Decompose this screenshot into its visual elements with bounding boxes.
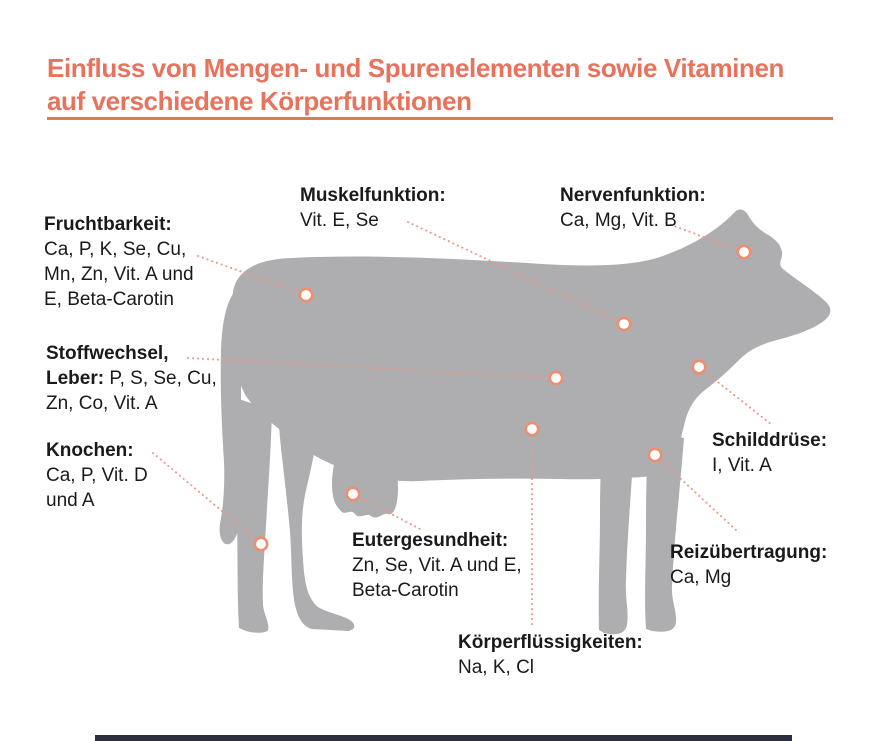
cow-silhouette: [219, 209, 831, 635]
label-fruchtbarkeit: Fruchtbarkeit: Ca, P, K, Se, Cu, Mn, Zn,…: [44, 212, 194, 312]
label-schilddruese: Schilddrüse: I, Vit. A: [712, 428, 827, 478]
marker-muskelfunktion: [616, 316, 632, 332]
connector-muskelfunktion: [407, 221, 625, 325]
cow-hindleg-rear: [234, 398, 272, 633]
cow-frontleg-rear: [598, 440, 634, 635]
page-title: Einfluss von Mengen- und Spurenelementen…: [47, 52, 784, 118]
label-knochen: Knochen: Ca, P, Vit. D und A: [46, 438, 148, 513]
label-eutergesundheit: Eutergesundheit: Zn, Se, Vit. A und E, B…: [352, 528, 522, 603]
marker-knochen: [253, 536, 269, 552]
marker-stoffwechsel: [548, 370, 564, 386]
connector-fruchtbarkeit: [197, 255, 307, 296]
label-nervenfunktion: Nervenfunktion: Ca, Mg, Vit. B: [560, 183, 706, 233]
label-title: Körperflüssigkeiten:: [458, 632, 643, 653]
label-line: Ca, P, K, Se, Cu,: [44, 239, 187, 260]
label-title: Stoffwechsel,: [46, 343, 169, 364]
connector-reizuebertragung: [654, 454, 738, 532]
label-line: Ca, Mg, Vit. B: [560, 210, 677, 231]
label-reizuebertragung: Reizübertragung: Ca, Mg: [670, 540, 827, 590]
label-muskelfunktion: Muskelfunktion: Vit. E, Se: [300, 183, 446, 233]
label-line: Vit. E, Se: [300, 210, 379, 231]
label-line: I, Vit. A: [712, 455, 772, 476]
label-line: P, S, Se, Cu,: [109, 368, 217, 389]
cow-frontleg-front: [645, 432, 684, 632]
connector-schilddruese: [698, 366, 773, 426]
label-line: Zn, Co, Vit. A: [46, 393, 158, 414]
label-title: Knochen:: [46, 440, 134, 461]
marker-koerperfluessigkeiten: [524, 421, 540, 437]
label-koerperfluessigkeiten: Körperflüssigkeiten: Na, K, Cl: [458, 630, 643, 680]
marker-fruchtbarkeit: [298, 287, 314, 303]
cow-body: [229, 209, 831, 482]
label-line: Mn, Zn, Vit. A und: [44, 264, 194, 285]
page-title-line1: Einfluss von Mengen- und Spurenelementen…: [47, 53, 785, 83]
label-title: Eutergesundheit:: [352, 530, 509, 551]
label-line: Ca, Mg: [670, 567, 732, 588]
marker-reizuebertragung: [647, 447, 663, 463]
label-line: Zn, Se, Vit. A und E,: [352, 555, 522, 576]
label-line: Ca, P, Vit. D: [46, 465, 148, 486]
title-underline: [47, 117, 833, 120]
label-title: Nervenfunktion:: [560, 185, 706, 206]
connector-stoffwechsel: [187, 357, 557, 379]
marker-nervenfunktion: [736, 244, 752, 260]
label-line: Na, K, Cl: [458, 657, 535, 678]
label-line: und A: [46, 490, 95, 511]
page-title-line2: auf verschiedene Körperfunktionen: [47, 86, 472, 116]
connector-knochen: [152, 452, 262, 545]
label-title: Muskelfunktion:: [300, 185, 446, 206]
label-title: Fruchtbarkeit:: [44, 214, 172, 235]
label-title: Reizübertragung:: [670, 542, 828, 563]
cow-udder: [332, 458, 398, 518]
label-title: Leber:: [46, 368, 105, 389]
marker-eutergesundheit: [345, 486, 361, 502]
marker-schilddruese: [691, 359, 707, 375]
label-title: Schilddrüse:: [712, 430, 828, 451]
label-line: Beta-Carotin: [352, 580, 459, 601]
footer-bar: [95, 735, 792, 741]
cow-hindleg-front: [278, 415, 355, 631]
label-line: E, Beta-Carotin: [44, 289, 174, 310]
connector-nervenfunktion: [665, 222, 745, 253]
label-stoffwechsel: Stoffwechsel, Leber: P, S, Se, Cu, Zn, C…: [46, 341, 217, 416]
